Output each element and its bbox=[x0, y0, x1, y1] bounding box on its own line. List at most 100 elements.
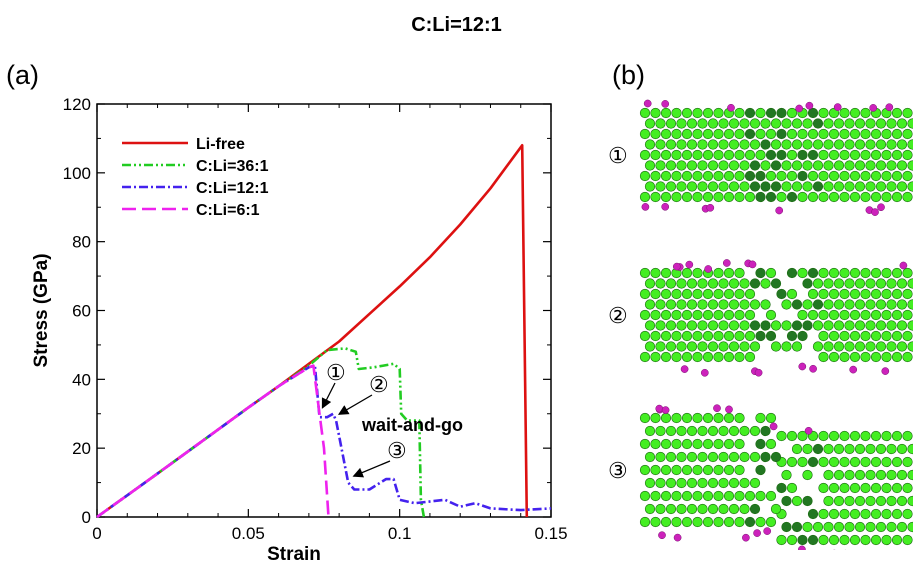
carbon-atom bbox=[734, 438, 745, 450]
carbon-atom bbox=[786, 149, 798, 161]
carbon-atom bbox=[718, 139, 729, 150]
carbon-atom bbox=[881, 288, 892, 300]
carbon-atom bbox=[902, 149, 913, 161]
carbon-atom bbox=[786, 430, 798, 442]
carbon-atom bbox=[854, 181, 866, 192]
legend-label: C:Li=12:1 bbox=[196, 180, 269, 197]
carbon-atom bbox=[755, 330, 766, 342]
carbon-atom bbox=[760, 118, 771, 129]
carbon-atom bbox=[765, 107, 777, 119]
carbon-atom bbox=[697, 425, 708, 437]
carbon-atom bbox=[902, 191, 913, 203]
carbon-atom bbox=[739, 278, 750, 289]
carbon-atom bbox=[875, 320, 887, 331]
carbon-atom bbox=[797, 330, 808, 342]
carbon-atom bbox=[760, 451, 771, 463]
carbon-atom bbox=[902, 330, 913, 342]
carbon-atom bbox=[823, 341, 834, 352]
carbon-atom bbox=[870, 170, 882, 182]
carbon-atom bbox=[812, 320, 824, 331]
carbon-atom bbox=[755, 412, 766, 424]
carbon-atom bbox=[896, 181, 908, 192]
carbon-atom bbox=[839, 309, 850, 321]
carbon-atom bbox=[886, 495, 897, 507]
nanotube-snapshot-1: ① bbox=[608, 99, 913, 216]
carbon-atom bbox=[702, 107, 714, 119]
carbon-atom bbox=[891, 456, 903, 468]
carbon-atom bbox=[791, 521, 803, 533]
carbon-atom bbox=[865, 160, 876, 171]
carbon-atom bbox=[802, 278, 813, 289]
carbon-atom bbox=[844, 181, 855, 192]
carbon-atom bbox=[681, 149, 693, 161]
lithium-atom bbox=[763, 527, 772, 535]
carbon-atom bbox=[681, 412, 693, 424]
carbon-atom bbox=[650, 267, 661, 279]
lithium-atom bbox=[673, 533, 682, 542]
carbon-atom bbox=[755, 170, 766, 182]
carbon-atom bbox=[676, 477, 687, 489]
carbon-atom bbox=[728, 181, 740, 192]
lithium-atom bbox=[672, 262, 681, 271]
lithium-atom bbox=[804, 426, 813, 435]
carbon-atom bbox=[681, 170, 693, 182]
carbon-atom bbox=[833, 139, 845, 150]
carbon-atom bbox=[765, 438, 777, 450]
carbon-atom bbox=[797, 170, 808, 182]
carbon-atom bbox=[739, 503, 750, 515]
carbon-atom bbox=[797, 149, 808, 161]
carbon-atom bbox=[776, 128, 787, 140]
carbon-atom bbox=[739, 320, 750, 331]
carbon-atom bbox=[765, 490, 777, 502]
carbon-atom bbox=[781, 469, 792, 481]
carbon-atom bbox=[734, 309, 745, 321]
carbon-atom bbox=[886, 181, 897, 192]
carbon-atom bbox=[676, 160, 687, 171]
carbon-atom bbox=[891, 288, 903, 300]
carbon-atom bbox=[860, 267, 871, 279]
lithium-atom bbox=[775, 206, 784, 215]
carbon-atom bbox=[734, 267, 745, 279]
lithium-atom bbox=[753, 529, 761, 537]
lithium-atom bbox=[805, 101, 814, 110]
carbon-atom bbox=[749, 278, 761, 289]
carbon-atom bbox=[791, 320, 803, 331]
carbon-atom bbox=[671, 149, 682, 161]
carbon-atom bbox=[818, 534, 829, 546]
carbon-atom bbox=[686, 160, 698, 171]
carbon-atom bbox=[891, 149, 903, 161]
carbon-atom bbox=[844, 341, 855, 352]
carbon-atom bbox=[770, 451, 782, 463]
carbon-atom bbox=[755, 267, 766, 279]
carbon-atom bbox=[828, 351, 840, 363]
carbon-atom bbox=[881, 170, 892, 182]
carbon-atom bbox=[881, 430, 892, 442]
carbon-atom bbox=[655, 118, 666, 129]
lithium-atom bbox=[725, 405, 733, 414]
carbon-atom bbox=[870, 534, 882, 546]
carbon-atom bbox=[686, 451, 698, 463]
carbon-atom bbox=[718, 341, 729, 352]
carbon-atom bbox=[781, 181, 792, 192]
carbon-atom bbox=[823, 320, 834, 331]
y-tick-label: 120 bbox=[63, 95, 91, 114]
carbon-atom bbox=[791, 341, 803, 352]
carbon-atom bbox=[686, 139, 698, 150]
carbon-atom bbox=[707, 299, 719, 310]
carbon-atom bbox=[870, 508, 882, 520]
carbon-atom bbox=[849, 534, 861, 546]
carbon-atom bbox=[660, 330, 672, 342]
carbon-atom bbox=[891, 534, 903, 546]
carbon-atom bbox=[723, 438, 735, 450]
carbon-atom bbox=[896, 299, 908, 310]
panel-a-label: (a) bbox=[6, 60, 39, 90]
carbon-atom bbox=[671, 309, 682, 321]
carbon-atom bbox=[907, 443, 913, 455]
carbon-atom bbox=[718, 477, 729, 489]
carbon-atom bbox=[692, 191, 703, 203]
carbon-atom bbox=[854, 341, 866, 352]
carbon-atom bbox=[739, 477, 750, 489]
carbon-atom bbox=[713, 438, 724, 450]
carbon-atom bbox=[828, 170, 840, 182]
carbon-atom bbox=[749, 118, 761, 129]
